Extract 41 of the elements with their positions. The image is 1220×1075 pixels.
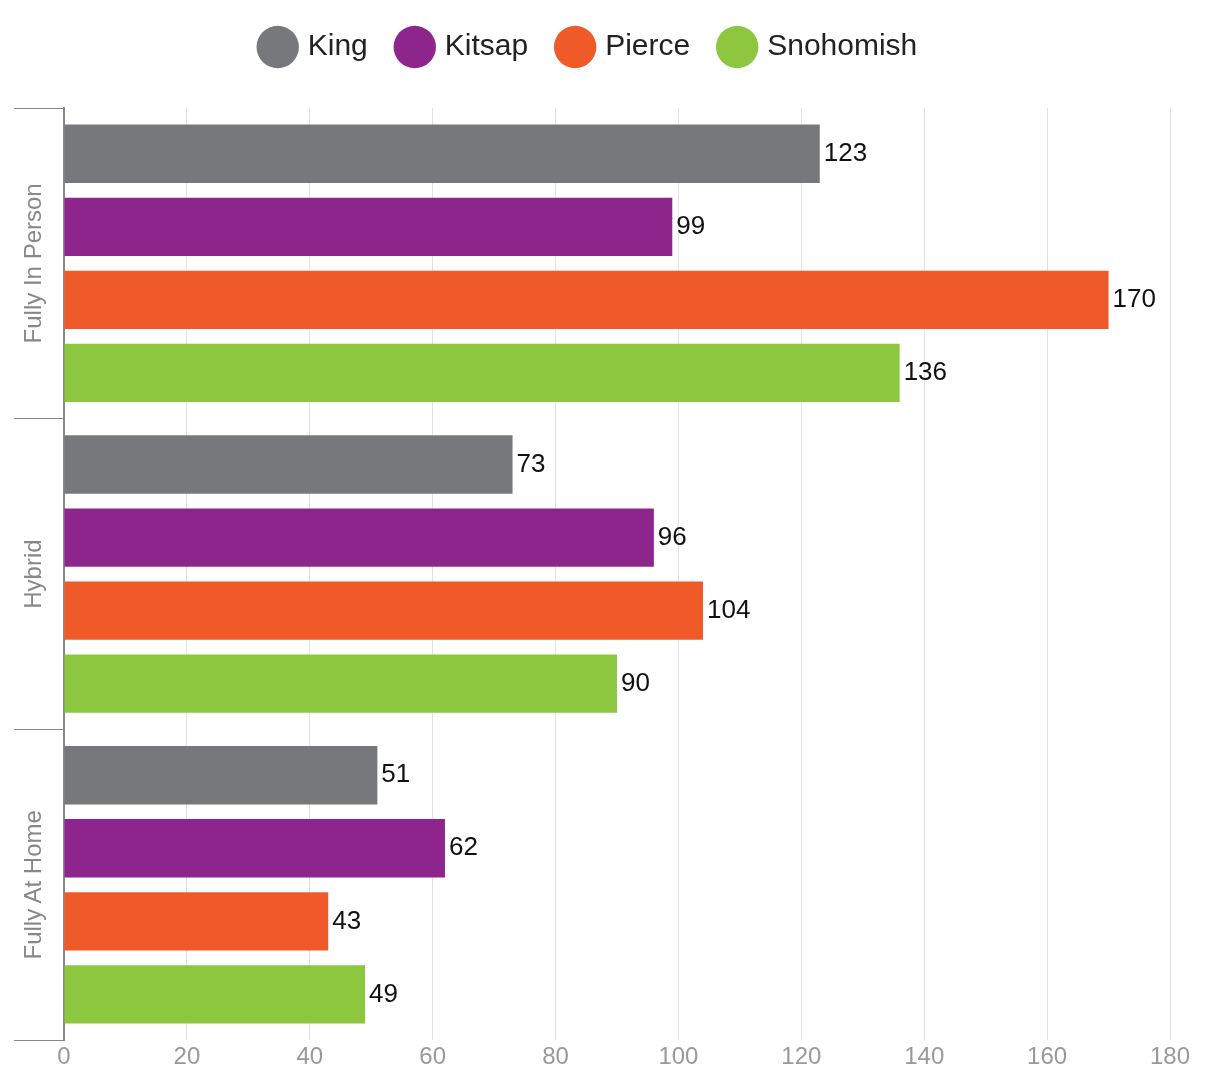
data-label: 43 [332,904,362,935]
x-tick-label: 0 [57,1042,71,1070]
bar [64,270,1109,330]
x-tick-label: 140 [904,1042,945,1070]
bar [64,124,820,184]
y-tick-label: Fully At Home [18,810,46,960]
legend-label: Snohomish [767,28,918,62]
y-tick-label: Fully In Person [18,183,46,344]
bar [64,654,617,713]
data-label: 104 [707,593,751,624]
data-label: 73 [516,447,546,478]
data-label: 123 [823,137,868,168]
bar [64,508,654,567]
x-tick-label: 160 [1027,1042,1068,1070]
data-label: 99 [676,210,706,241]
data-label: 136 [903,356,948,387]
data-label: 170 [1112,283,1156,314]
bar [64,819,445,878]
bar [64,435,513,494]
x-tick-label: 40 [296,1042,324,1070]
bar [64,197,673,257]
data-label: 49 [369,977,398,1008]
data-label: 51 [381,758,411,789]
data-label: 90 [621,666,650,697]
legend-label: Pierce [605,28,691,62]
x-tick-label: 80 [542,1042,569,1070]
x-tick-label: 120 [781,1042,822,1070]
legend-label: Kitsap [444,28,529,62]
bar [64,581,704,640]
x-tick-label: 100 [658,1042,699,1070]
bar [64,892,329,951]
x-tick-label: 20 [173,1042,201,1070]
x-tick-label: 180 [1149,1042,1191,1070]
bar [64,965,366,1024]
data-label: 62 [448,831,478,862]
bar [64,746,378,805]
x-tick-label: 60 [419,1042,447,1070]
data-label: 96 [657,520,687,551]
legend-label: King [307,28,368,62]
bar [64,343,900,403]
y-tick-label: Hybrid [18,539,46,609]
